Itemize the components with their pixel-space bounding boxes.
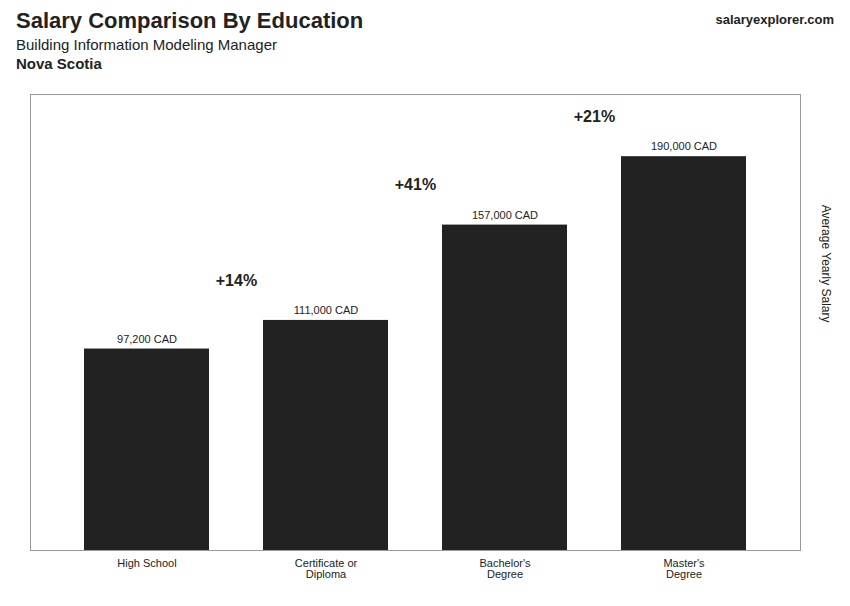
svg-text:+21%: +21% [574,108,615,125]
svg-text:Certificate orDiploma: Certificate orDiploma [295,557,358,580]
svg-text:+14%: +14% [216,272,257,289]
html-text:Building Information Modeling: Building Information Modeling Manager [16,36,277,53]
html-text:Nova Scotia: Nova Scotia [16,55,102,72]
svg-text:111,000 CAD: 111,000 CAD [294,304,358,316]
svg-text:Average Yearly Salary: Average Yearly Salary [819,205,833,323]
svg-text:Master'sDegree: Master'sDegree [663,557,705,580]
svg-text:+41%: +41% [395,176,436,193]
svg-text:97,200 CAD: 97,200 CAD [117,333,177,345]
html-text:salaryexplorer.com: salaryexplorer.com [715,12,834,27]
svg-text:Bachelor'sDegree: Bachelor'sDegree [479,557,531,580]
svg-text:190,000 CAD: 190,000 CAD [651,140,717,152]
html-text:Salary Comparison By Education: Salary Comparison By Education [16,8,364,33]
svg-text:High School: High School [117,557,176,569]
svg-text:157,000 CAD: 157,000 CAD [472,209,538,221]
